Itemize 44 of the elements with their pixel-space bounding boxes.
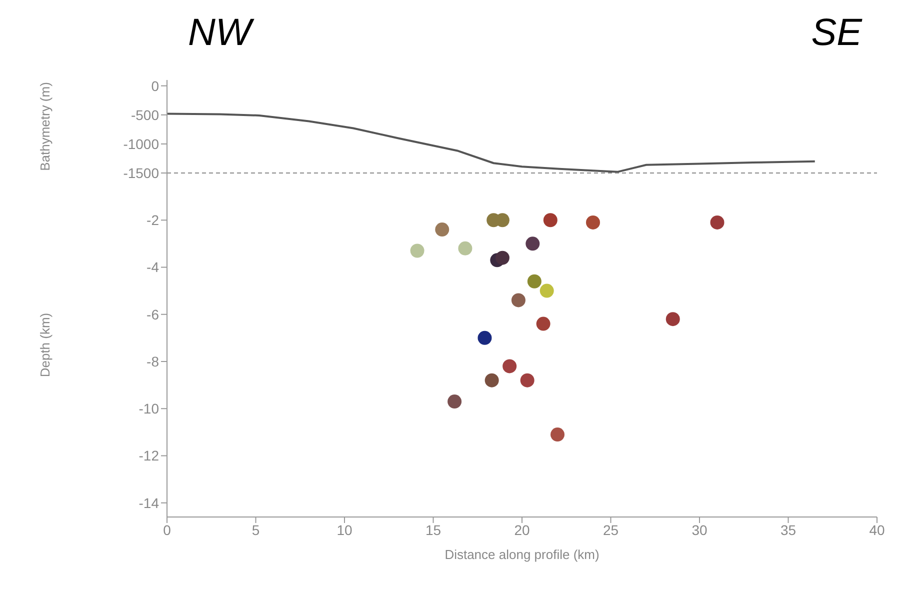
point bbox=[536, 316, 550, 331]
y-tick-label: -1500 bbox=[123, 164, 160, 181]
y-axis-title: Bathymetry (m) bbox=[38, 82, 53, 171]
y-tick-label: -8 bbox=[146, 353, 160, 370]
x-axis-title: Distance along profile (km) bbox=[444, 547, 600, 562]
point bbox=[540, 284, 554, 298]
x-tick-label: 15 bbox=[425, 522, 442, 538]
point bbox=[520, 373, 534, 388]
x-tick-label: 0 bbox=[163, 522, 172, 538]
point bbox=[543, 213, 558, 228]
point bbox=[478, 330, 492, 345]
x-tick-label: 25 bbox=[602, 522, 619, 538]
x-tick-label: 35 bbox=[780, 522, 796, 538]
x-tick-label: 40 bbox=[869, 522, 885, 538]
point bbox=[666, 312, 680, 326]
y-axis-title: Depth (km) bbox=[38, 312, 53, 378]
x-tick-label: 5 bbox=[252, 522, 260, 538]
point bbox=[710, 215, 724, 230]
point bbox=[511, 293, 526, 308]
x-tick-label: 30 bbox=[692, 522, 708, 538]
y-tick-label: -4 bbox=[146, 259, 160, 276]
x-tick-label: 20 bbox=[514, 522, 530, 538]
y-tick-label: -2 bbox=[146, 212, 160, 228]
point bbox=[435, 222, 450, 237]
point bbox=[586, 215, 600, 230]
point bbox=[526, 236, 540, 251]
y-tick-label: -12 bbox=[138, 448, 160, 464]
point bbox=[550, 428, 564, 442]
x-tick-label: 10 bbox=[336, 522, 352, 538]
y-tick-label: -10 bbox=[138, 400, 160, 417]
point bbox=[502, 359, 517, 374]
point bbox=[458, 241, 472, 256]
y-tick-label: -500 bbox=[130, 106, 160, 123]
point bbox=[410, 244, 424, 258]
line-series bbox=[167, 112, 816, 173]
point bbox=[495, 250, 510, 265]
y-tick-label: -14 bbox=[138, 494, 160, 511]
point bbox=[527, 274, 542, 288]
text: SE bbox=[811, 12, 862, 55]
y-tick-label: -6 bbox=[146, 306, 160, 322]
point bbox=[448, 394, 462, 409]
y-tick-label: -1000 bbox=[123, 136, 160, 152]
y-tick-label: 0 bbox=[151, 78, 160, 94]
point bbox=[484, 373, 499, 388]
